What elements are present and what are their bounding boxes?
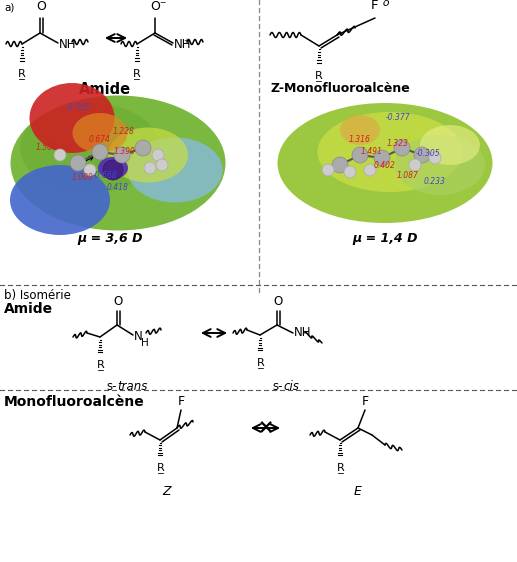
Text: R̲: R̲: [18, 68, 26, 79]
Ellipse shape: [72, 113, 128, 153]
Text: O: O: [36, 0, 46, 13]
Circle shape: [92, 144, 108, 160]
Text: s-: s-: [107, 380, 117, 393]
Text: $\mathbf{\times}$: $\mathbf{\times}$: [257, 419, 273, 437]
Text: μ = 1,4 D: μ = 1,4 D: [352, 232, 418, 245]
Text: Monofluoroalcène: Monofluoroalcène: [4, 395, 145, 409]
Text: 1.228: 1.228: [113, 128, 135, 137]
Text: 1.316: 1.316: [349, 135, 371, 144]
Ellipse shape: [20, 103, 160, 193]
Circle shape: [364, 164, 376, 176]
Text: -0.668: -0.668: [93, 170, 117, 179]
Text: F: F: [361, 395, 369, 408]
Ellipse shape: [317, 112, 463, 192]
Text: 1.323: 1.323: [387, 138, 409, 147]
Circle shape: [414, 147, 430, 163]
Circle shape: [70, 155, 86, 171]
Text: 1.087: 1.087: [397, 170, 419, 179]
Text: F: F: [177, 395, 185, 408]
Text: R̲: R̲: [97, 359, 105, 370]
Circle shape: [84, 164, 96, 176]
Text: Amide: Amide: [79, 82, 131, 97]
Text: F: F: [371, 0, 379, 12]
Text: Amide: Amide: [4, 302, 53, 316]
Ellipse shape: [98, 157, 128, 179]
Text: 0.674: 0.674: [89, 135, 111, 144]
Circle shape: [332, 157, 348, 173]
Text: R̲: R̲: [337, 462, 345, 473]
Circle shape: [344, 166, 356, 178]
Text: 1.390: 1.390: [114, 147, 136, 156]
Text: H: H: [141, 338, 149, 348]
Text: 0.233: 0.233: [424, 178, 446, 187]
Circle shape: [156, 159, 168, 171]
Text: μ = 3,6 D: μ = 3,6 D: [77, 232, 143, 245]
Text: 0.418: 0.418: [107, 184, 129, 193]
Circle shape: [352, 147, 368, 163]
Ellipse shape: [108, 128, 188, 183]
Text: NH: NH: [59, 38, 77, 51]
Text: $^{-}$: $^{-}$: [159, 0, 166, 10]
Ellipse shape: [29, 83, 114, 153]
Circle shape: [144, 162, 156, 174]
Text: $\delta^-$: $\delta^-$: [382, 0, 399, 8]
Ellipse shape: [278, 103, 493, 223]
Text: 1.491: 1.491: [361, 147, 383, 156]
Circle shape: [152, 149, 164, 161]
Circle shape: [322, 164, 334, 176]
Text: O: O: [113, 295, 123, 308]
Text: R̲: R̲: [315, 70, 323, 81]
Text: -0.377: -0.377: [386, 114, 410, 123]
Text: O: O: [273, 295, 283, 308]
Text: a): a): [4, 3, 14, 13]
Circle shape: [135, 140, 151, 156]
Circle shape: [374, 150, 390, 166]
Text: 1.009: 1.009: [72, 174, 94, 183]
Text: N: N: [134, 329, 143, 342]
Ellipse shape: [420, 125, 480, 165]
Circle shape: [409, 159, 421, 171]
Ellipse shape: [340, 115, 380, 145]
Text: trans: trans: [117, 380, 147, 393]
Text: Z: Z: [163, 485, 171, 498]
Ellipse shape: [395, 135, 485, 195]
Text: 0.402: 0.402: [374, 161, 396, 170]
Text: E: E: [354, 485, 362, 498]
Circle shape: [54, 149, 66, 161]
Text: NH: NH: [294, 327, 312, 339]
Text: cis: cis: [283, 380, 299, 393]
Text: R̲: R̲: [157, 462, 165, 473]
Circle shape: [103, 160, 123, 180]
Text: $^{+}$: $^{+}$: [183, 38, 190, 48]
Ellipse shape: [10, 96, 225, 230]
Circle shape: [429, 152, 441, 164]
Circle shape: [114, 147, 130, 163]
Text: -0.305: -0.305: [416, 148, 440, 157]
Text: R̲: R̲: [257, 357, 265, 368]
Text: 1.500: 1.500: [36, 143, 58, 152]
Text: O: O: [150, 0, 160, 13]
Text: s-: s-: [272, 380, 283, 393]
Text: Z-Monofluoroalcène: Z-Monofluoroalcène: [270, 82, 410, 95]
Text: R̲: R̲: [133, 68, 141, 79]
Circle shape: [394, 140, 410, 156]
Ellipse shape: [10, 165, 110, 235]
Text: -0.555: -0.555: [66, 103, 90, 112]
Text: NH: NH: [174, 38, 191, 51]
Text: b) Isomérie: b) Isomérie: [4, 289, 71, 302]
Ellipse shape: [128, 138, 222, 202]
